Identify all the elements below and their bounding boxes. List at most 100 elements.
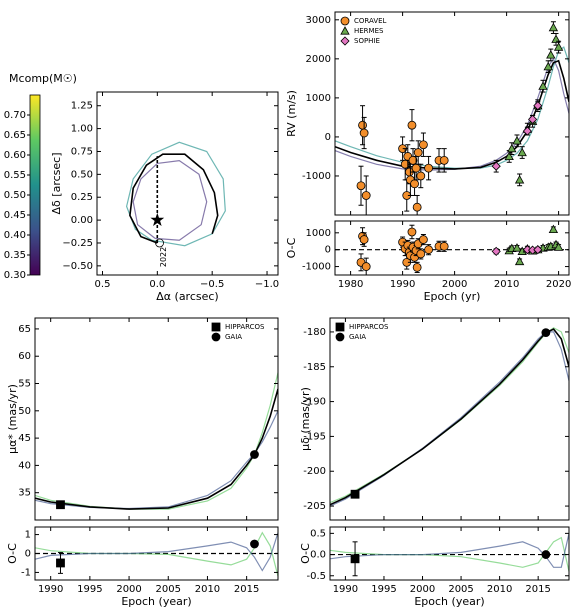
- point: [512, 136, 522, 145]
- line: [35, 372, 278, 510]
- colorbar: [29, 94, 41, 276]
- frame: [334, 11, 570, 216]
- y-tick-label: -0.5: [306, 571, 326, 582]
- legend-label: CORAVEL: [354, 17, 387, 25]
- plot-area: [125, 141, 226, 248]
- point: [491, 246, 501, 256]
- x-tick-label: 1995: [77, 584, 102, 595]
- x-tick-label: 1995: [371, 584, 396, 595]
- point: [150, 212, 165, 227]
- y-tick-label: −0.50: [62, 261, 93, 272]
- legend-label: GAIA: [225, 333, 242, 341]
- point: [358, 120, 367, 130]
- colorbar-tick-label: 0.50: [4, 190, 26, 201]
- y-tick-label: -200: [303, 466, 326, 477]
- point: [418, 140, 428, 150]
- point: [424, 163, 434, 173]
- x-tick-label: 2000: [410, 584, 435, 595]
- point: [522, 126, 532, 136]
- point: [56, 558, 65, 568]
- x-tick-label: 2015: [234, 584, 259, 595]
- y-axis-label: μδ (mas/yr): [299, 387, 312, 451]
- point: [548, 22, 559, 32]
- y-tick-label: 50: [18, 406, 31, 417]
- y-tick-label: 0.50: [71, 169, 93, 180]
- y-tick-label: 0.5: [310, 528, 326, 539]
- point: [416, 249, 426, 259]
- x-tick-label: −0.5: [200, 279, 224, 290]
- point: [361, 191, 371, 200]
- point: [528, 114, 538, 124]
- y-axis-label: O-C: [299, 543, 312, 564]
- y-tick-label: 0: [25, 549, 31, 560]
- point: [361, 262, 371, 271]
- point: [56, 500, 65, 510]
- y-tick-label: -180: [303, 327, 326, 338]
- x-tick-label: 2020: [546, 279, 571, 290]
- point: [548, 224, 559, 234]
- x-axis-label: Epoch (year): [414, 595, 484, 608]
- y-tick-label: 0: [325, 132, 331, 143]
- plot-area: [330, 327, 569, 507]
- y-tick-label: −0.25: [62, 238, 93, 249]
- y-axis-label: Δδ [arcsec]: [50, 153, 63, 215]
- y-axis-label: O-C: [6, 543, 19, 564]
- legend-marker: [340, 36, 350, 46]
- point: [553, 242, 564, 251]
- plot-area: [35, 372, 278, 510]
- y-tick-label: -195: [303, 431, 326, 442]
- line: [129, 153, 219, 244]
- legend-marker: [211, 322, 221, 332]
- point: [439, 155, 449, 165]
- y-tick-label: 3000: [306, 15, 331, 26]
- point: [356, 181, 366, 191]
- y-tick-label: -1000: [302, 171, 331, 182]
- point: [412, 202, 422, 212]
- point: [350, 489, 360, 499]
- point: [408, 155, 418, 165]
- y-tick-label: -185: [303, 362, 326, 373]
- line: [330, 328, 569, 506]
- colorbar-label: Mcomp(M☉): [9, 72, 77, 85]
- y-tick-label: 1000: [306, 93, 331, 104]
- point: [512, 243, 522, 252]
- x-tick-label: 0.5: [95, 279, 111, 290]
- x-tick-label: 2010: [195, 584, 220, 595]
- point: [413, 148, 423, 157]
- y-tick-label: 0.75: [71, 146, 93, 157]
- y-tick-label: 2000: [306, 54, 331, 65]
- point: [250, 539, 259, 549]
- point: [543, 61, 553, 71]
- colorbar-tick-label: 0.35: [4, 250, 26, 261]
- point: [359, 235, 369, 244]
- point: [412, 263, 422, 272]
- point: [350, 554, 360, 564]
- y-tick-label: 60: [18, 351, 31, 362]
- frame: [96, 91, 279, 276]
- x-tick-label: 2000: [116, 584, 141, 595]
- legend-marker: [340, 26, 350, 35]
- plot-area: [330, 533, 569, 577]
- point: [407, 227, 417, 237]
- line: [330, 533, 569, 568]
- y-axis-label: μα* (mas/yr): [6, 384, 19, 454]
- x-tick-label: 2010: [494, 279, 519, 290]
- point: [439, 241, 449, 251]
- legend-label: HIPPARCOS: [349, 323, 389, 331]
- y-tick-label: 45: [18, 433, 31, 444]
- y-tick-label: 0.0: [310, 550, 326, 561]
- y-tick-label: 55: [18, 379, 31, 390]
- x-tick-label: 1990: [38, 584, 63, 595]
- line: [330, 331, 569, 507]
- x-axis-label: Δα (arcsec): [156, 290, 218, 303]
- legend-marker: [340, 16, 350, 26]
- line: [35, 532, 278, 572]
- legend-marker: [211, 332, 221, 342]
- y-tick-label: 0.25: [71, 192, 93, 203]
- y-tick-label: 65: [18, 324, 31, 335]
- line: [125, 141, 226, 247]
- point: [407, 120, 417, 130]
- x-tick-label: 1990: [390, 279, 415, 290]
- y-axis-label: O-C: [285, 237, 298, 258]
